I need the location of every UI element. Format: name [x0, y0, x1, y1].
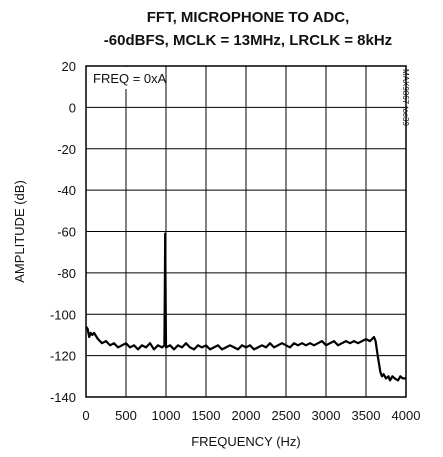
x-tick-label: 3500 [352, 408, 381, 423]
y-tick-label: -80 [57, 266, 76, 281]
y-tick-label: 0 [69, 100, 76, 115]
y-tick-label: -20 [57, 142, 76, 157]
y-tick-label: -120 [50, 349, 76, 364]
x-tick-label: 3000 [312, 408, 341, 423]
annotation-box [87, 67, 163, 89]
series-line [85, 232, 406, 382]
y-tick-label: -140 [50, 390, 76, 405]
x-axis-label: FREQUENCY (Hz) [191, 434, 301, 449]
y-tick-label: -100 [50, 307, 76, 322]
x-tick-label: 2000 [232, 408, 261, 423]
x-tick-label: 0 [82, 408, 89, 423]
side-label: MAX9867 toc39 [401, 69, 410, 126]
series-group [85, 232, 406, 382]
y-tick-label: -40 [57, 183, 76, 198]
x-tick-label: 2500 [272, 408, 301, 423]
y-tick-label: -60 [57, 225, 76, 240]
y-axis-label: AMPLITUDE (dB) [12, 180, 27, 283]
x-tick-label: 1000 [152, 408, 181, 423]
x-tick-label: 500 [115, 408, 137, 423]
x-tick-labels: 0 500 1000 1500 2000 2500 3000 3500 4000 [82, 408, 420, 423]
annotation-freq: FREQ = 0xA [93, 71, 167, 86]
chart-title-line-2: -60dBFS, MCLK = 13MHz, LRCLK = 8kHz [104, 32, 392, 49]
plot-frame [85, 65, 407, 398]
chart-title-line-1: FFT, MICROPHONE TO ADC, [147, 9, 350, 26]
x-tick-label: 4000 [392, 408, 421, 423]
x-tick-label: 1500 [192, 408, 221, 423]
y-tick-label: 20 [62, 59, 76, 74]
y-tick-labels: 20 0 -20 -40 -60 -80 -100 -120 -140 [50, 59, 76, 405]
